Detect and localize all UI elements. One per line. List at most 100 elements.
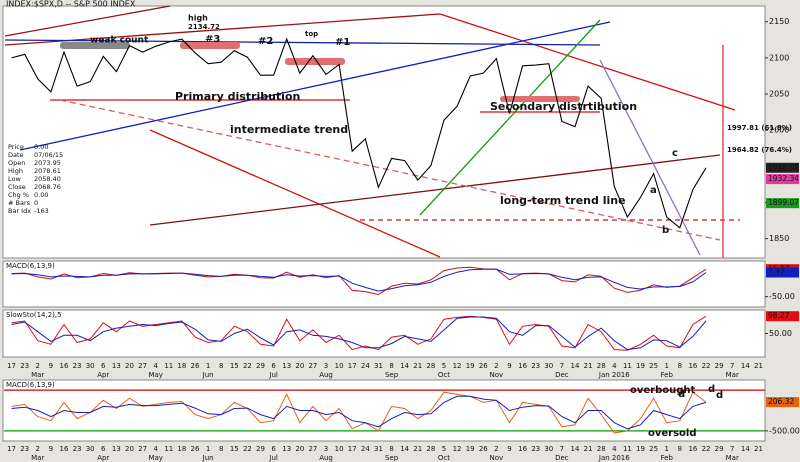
x-tick-label: 1 <box>664 362 668 370</box>
x-tick-label: 22 <box>243 362 252 370</box>
x-tick-label: 27 <box>138 445 147 453</box>
annotation: oversold <box>648 428 697 439</box>
annotation: 1964.82 (76.4%) <box>727 146 792 154</box>
info-label: Close <box>8 183 26 191</box>
price-tag: 1932.34 <box>768 174 799 183</box>
info-label: Chg % <box>8 191 29 199</box>
month-label: Sep <box>385 454 399 462</box>
x-tick-label: 21 <box>413 362 422 370</box>
series-line <box>11 268 707 292</box>
month-label: Mar <box>726 454 739 462</box>
x-tick-label: 20 <box>125 362 134 370</box>
panel-title: MACD(6,13,9) <box>6 262 55 270</box>
annotation: a <box>650 185 657 196</box>
month-label: Sep <box>385 371 399 379</box>
series-line <box>11 315 707 351</box>
info-value: 2073.95 <box>34 159 61 167</box>
annotation: overbought <box>630 385 696 396</box>
x-tick-label: 21 <box>413 445 422 453</box>
x-tick-label: 11 <box>164 445 173 453</box>
info-label: High <box>8 167 23 175</box>
weak-count-band <box>60 42 130 49</box>
x-tick-label: 19 <box>636 362 645 370</box>
y-tick-label: 2100 <box>769 53 789 62</box>
x-tick-label: 23 <box>20 362 29 370</box>
x-tick-label: 6 <box>271 445 276 453</box>
macd-panel <box>2 260 766 308</box>
x-tick-label: 20 <box>125 445 134 453</box>
x-tick-label: 24 <box>361 445 370 453</box>
x-tick-label: 6 <box>101 362 106 370</box>
x-tick-label: 24 <box>361 362 370 370</box>
x-tick-label: 23 <box>73 445 82 453</box>
x-tick-label: 22 <box>702 362 711 370</box>
x-tick-label: 14 <box>571 445 580 453</box>
x-tick-label: 26 <box>479 362 488 370</box>
x-tick-label: 14 <box>400 445 409 453</box>
x-tick-label: 22 <box>702 445 711 453</box>
x-tick-label: 2 <box>36 445 40 453</box>
x-tick-label: 13 <box>282 445 291 453</box>
x-tick-label: 3 <box>324 362 328 370</box>
info-value: 07/06/15 <box>34 151 63 159</box>
x-tick-label: 7 <box>730 362 734 370</box>
info-label: Open <box>8 159 25 167</box>
x-tick-label: 3 <box>324 445 328 453</box>
info-label: Bar Idx <box>8 207 31 215</box>
annotation: high <box>188 14 208 23</box>
x-tick-label: 16 <box>60 362 69 370</box>
x-tick-label: 2 <box>494 362 498 370</box>
x-tick-label: 29 <box>256 445 265 453</box>
x-tick-label: 28 <box>426 362 435 370</box>
distribution-band <box>500 96 580 102</box>
x-tick-label: 9 <box>507 445 511 453</box>
x-tick-label: 23 <box>20 445 29 453</box>
month-label: Jun <box>202 454 214 462</box>
info-label: Price <box>8 143 24 151</box>
info-value: 0 <box>34 199 38 207</box>
x-tick-label: 30 <box>86 445 95 453</box>
x-tick-label: 19 <box>466 362 475 370</box>
x-tick-label: 28 <box>597 445 606 453</box>
annotation: c <box>672 148 678 159</box>
x-tick-label: 13 <box>112 362 121 370</box>
x-tick-label: 6 <box>271 362 276 370</box>
info-value: 2078.61 <box>34 167 61 175</box>
x-tick-label: 13 <box>282 362 291 370</box>
month-label: Jul <box>268 371 278 379</box>
month-label: Nov <box>490 371 504 379</box>
x-tick-label: 17 <box>348 362 357 370</box>
annotation: b <box>662 225 669 236</box>
x-tick-label: 6 <box>101 445 106 453</box>
y-tick-label: 2150 <box>769 17 789 26</box>
month-label: Aug <box>319 371 333 379</box>
y-tick-label: 2000 <box>769 126 789 135</box>
annotation: d <box>708 384 715 395</box>
x-tick-label: 29 <box>256 362 265 370</box>
info-value: 2068.76 <box>34 183 61 191</box>
x-tick-label: 18 <box>177 445 186 453</box>
y-tick-label: 50.00 <box>769 329 792 338</box>
x-tick-label: 8 <box>219 445 223 453</box>
month-label: Mar <box>31 454 44 462</box>
last-value-tag-box <box>766 162 799 173</box>
x-tick-label: 20 <box>295 445 304 453</box>
annotation: top <box>305 30 318 38</box>
x-tick-label: 8 <box>219 362 223 370</box>
x-tick-label: 27 <box>308 445 317 453</box>
x-tick-label: 16 <box>518 362 527 370</box>
x-tick-label: 11 <box>623 445 632 453</box>
x-tick-label: 13 <box>112 445 121 453</box>
annotation: intermediate trend <box>230 123 348 136</box>
info-label: Low <box>8 175 21 183</box>
x-tick-label: 1 <box>206 362 210 370</box>
month-label: Mar <box>31 371 44 379</box>
x-tick-label: 14 <box>741 362 750 370</box>
month-label: Jan 2016 <box>598 371 630 379</box>
trend-line <box>419 19 601 216</box>
trend-line <box>149 154 721 226</box>
panel-title: MACD(6,13,9) <box>6 381 55 389</box>
x-tick-label: 10 <box>335 362 344 370</box>
annotation: Primary distribution <box>175 90 300 103</box>
x-tick-label: 17 <box>7 445 16 453</box>
